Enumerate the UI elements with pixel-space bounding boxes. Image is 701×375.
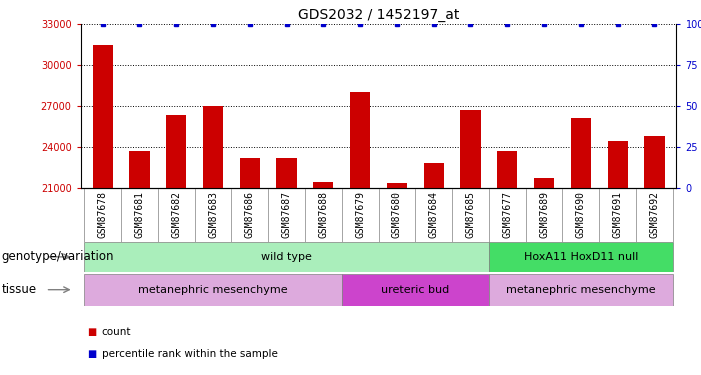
Text: GSM87683: GSM87683 <box>208 191 218 238</box>
Bar <box>534 178 554 188</box>
Text: GSM87687: GSM87687 <box>282 191 292 238</box>
Text: percentile rank within the sample: percentile rank within the sample <box>102 350 278 359</box>
Bar <box>93 45 113 188</box>
Text: GSM87689: GSM87689 <box>539 191 549 238</box>
Text: HoxA11 HoxD11 null: HoxA11 HoxD11 null <box>524 252 638 262</box>
Text: GSM87685: GSM87685 <box>465 191 475 238</box>
Bar <box>166 116 186 188</box>
Text: GSM87679: GSM87679 <box>355 191 365 238</box>
Text: wild type: wild type <box>261 252 312 262</box>
Text: ■: ■ <box>88 327 97 337</box>
Bar <box>387 183 407 188</box>
Text: GSM87677: GSM87677 <box>503 191 512 238</box>
Bar <box>489 274 673 306</box>
Text: GSM87690: GSM87690 <box>576 191 586 238</box>
Bar <box>84 274 342 306</box>
Bar <box>342 274 489 306</box>
Text: genotype/variation: genotype/variation <box>1 251 114 263</box>
Text: count: count <box>102 327 131 337</box>
Bar <box>644 136 665 188</box>
Bar <box>84 242 489 272</box>
Text: ureteric bud: ureteric bud <box>381 285 449 295</box>
Bar <box>313 182 334 188</box>
Title: GDS2032 / 1452197_at: GDS2032 / 1452197_at <box>298 8 459 22</box>
Text: GSM87680: GSM87680 <box>392 191 402 238</box>
Bar <box>497 151 517 188</box>
Text: GSM87686: GSM87686 <box>245 191 254 238</box>
Text: GSM87692: GSM87692 <box>649 191 660 238</box>
Bar <box>489 242 673 272</box>
Text: metanephric mesenchyme: metanephric mesenchyme <box>506 285 655 295</box>
Text: metanephric mesenchyme: metanephric mesenchyme <box>138 285 288 295</box>
Bar <box>203 106 223 188</box>
Text: ■: ■ <box>88 350 97 359</box>
Text: GSM87688: GSM87688 <box>318 191 328 238</box>
Bar <box>461 110 481 188</box>
Bar <box>276 158 297 188</box>
Text: GSM87678: GSM87678 <box>97 191 108 238</box>
Bar <box>608 141 627 188</box>
Bar <box>130 151 149 188</box>
Text: GSM87682: GSM87682 <box>171 191 182 238</box>
Bar <box>350 92 370 188</box>
Bar <box>423 163 444 188</box>
Bar <box>571 118 591 188</box>
Text: GSM87681: GSM87681 <box>135 191 144 238</box>
Text: tissue: tissue <box>1 283 36 296</box>
Text: GSM87691: GSM87691 <box>613 191 622 238</box>
Text: GSM87684: GSM87684 <box>429 191 439 238</box>
Bar <box>240 158 260 188</box>
